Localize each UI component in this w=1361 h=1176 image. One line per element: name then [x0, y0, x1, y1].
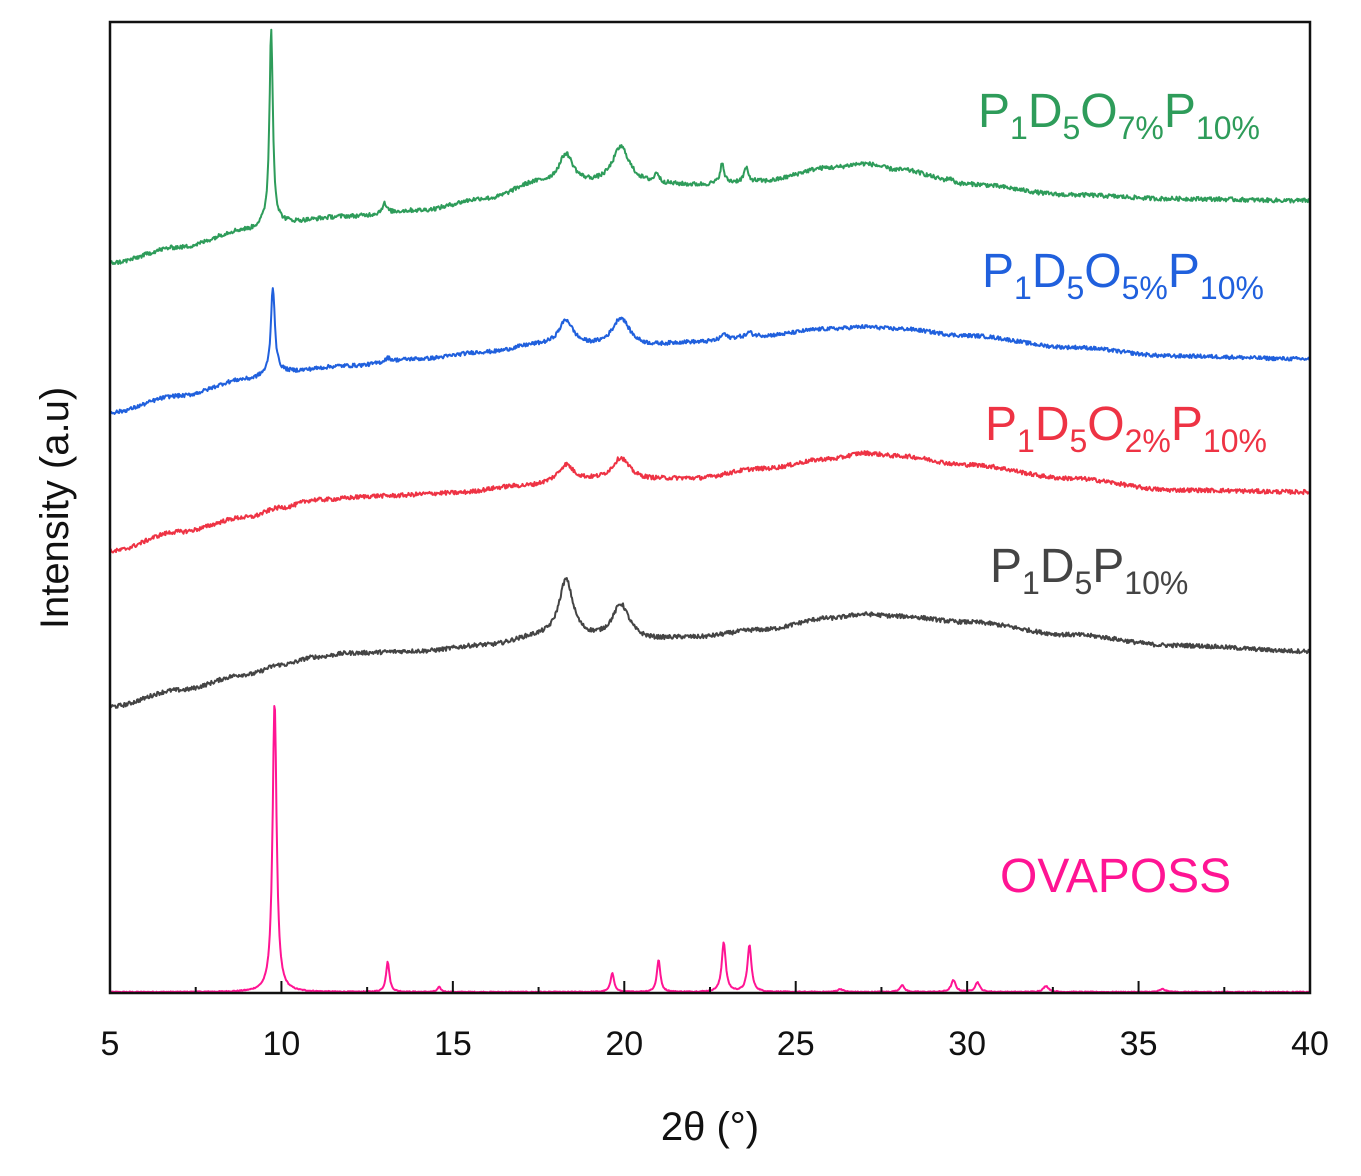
x-tick-label: 5: [101, 1025, 120, 1063]
x-tick-label: 10: [263, 1025, 301, 1063]
x-tick-label: 40: [1291, 1025, 1329, 1063]
series-label-ovaposs: OVAPOSS: [1000, 850, 1231, 903]
series-line-p1d5p10: [109, 577, 1311, 709]
series-line-p1d5o7p10: [109, 28, 1311, 266]
series-line-p1d5o2p10: [109, 450, 1311, 554]
x-tick-label: 20: [605, 1025, 643, 1063]
x-tick-label: 35: [1120, 1025, 1158, 1063]
series-label-p1d5p10: P1D5P10%: [990, 540, 1188, 601]
series-label-p1d5o7p10: P1D5O7%P10%: [978, 85, 1260, 146]
series-label-p1d5o5p10: P1D5O5%P10%: [982, 245, 1264, 306]
x-tick-label: 30: [948, 1025, 986, 1063]
x-axis-title: 2θ (°): [661, 1105, 759, 1149]
series-labels: OVAPOSS P1D5P10% P1D5O2%P10% P1D5O5%P10% P1D…: [978, 85, 1267, 903]
x-tick-label: 25: [777, 1025, 815, 1063]
x-axis-ticks: 5 10 15 20 25 30 35 40: [101, 981, 1329, 1063]
y-axis-title: Intensity (a.u): [33, 387, 77, 629]
series-label-p1d5o2p10: P1D5O2%P10%: [985, 398, 1267, 459]
x-tick-label: 15: [434, 1025, 472, 1063]
series-line-p1d5o5p10: [109, 287, 1311, 415]
